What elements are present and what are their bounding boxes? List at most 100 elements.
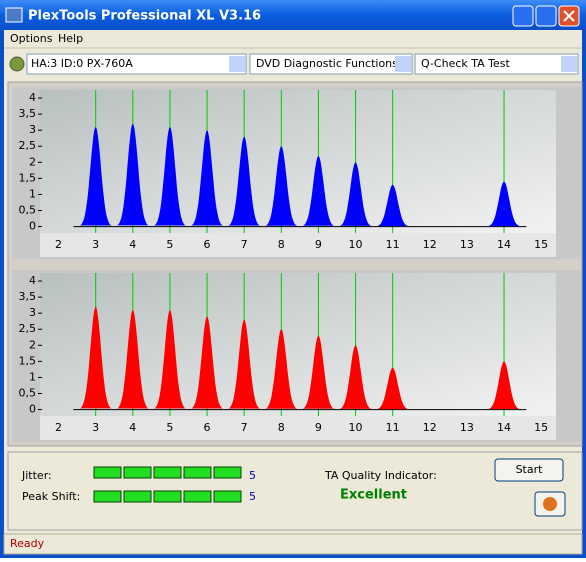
menu-item[interactable]: Help xyxy=(58,32,83,45)
x-tick-label: 13 xyxy=(460,238,474,251)
peak-shift-value: 5 xyxy=(249,490,256,503)
test-select[interactable] xyxy=(414,53,579,75)
y-tick-label: 2 xyxy=(29,155,36,168)
y-tick-label: 0,5 xyxy=(19,204,37,217)
x-tick-label: 12 xyxy=(423,421,437,434)
peak xyxy=(80,127,112,226)
jitter-value: 5 xyxy=(249,469,256,482)
peak xyxy=(154,127,186,226)
plot-area xyxy=(40,90,556,233)
meter-segment xyxy=(213,490,242,503)
peak xyxy=(377,367,409,410)
x-tick-label: 8 xyxy=(278,421,285,434)
peak xyxy=(265,329,297,409)
peak xyxy=(191,316,223,409)
peak xyxy=(488,181,520,227)
peak-shift-label: Peak Shift: xyxy=(22,490,80,503)
maximize-button[interactable] xyxy=(535,5,557,27)
menu-item[interactable]: Options xyxy=(10,32,53,45)
y-tick-label: 2,5 xyxy=(19,139,37,152)
y-tick-label: 0 xyxy=(29,403,36,416)
x-tick-label: 3 xyxy=(92,421,99,434)
minimize-button[interactable] xyxy=(512,5,534,27)
peak xyxy=(302,155,334,226)
peak xyxy=(302,335,334,409)
y-tick-label: 1 xyxy=(29,370,36,383)
x-tick-label: 14 xyxy=(497,238,511,251)
x-tick-label: 2 xyxy=(55,238,62,251)
peak xyxy=(228,136,260,226)
y-tick-label: 1,5 xyxy=(19,171,37,184)
jitter-label: Jitter: xyxy=(21,469,52,482)
dropdown-arrow[interactable] xyxy=(395,56,411,72)
y-tick-label: 2 xyxy=(29,338,36,351)
status-text: Ready xyxy=(10,537,45,550)
drive-select[interactable] xyxy=(26,53,247,75)
peak xyxy=(488,361,520,409)
x-tick-label: 4 xyxy=(129,238,136,251)
peak xyxy=(339,162,372,226)
window-title: PlexTools Professional XL V3.16 xyxy=(28,9,261,24)
status-bar xyxy=(3,533,583,555)
drive-text: HA:3 ID:0 PX-760A xyxy=(31,57,133,70)
y-tick-label: 3,5 xyxy=(19,290,37,303)
x-tick-label: 13 xyxy=(460,421,474,434)
peak xyxy=(80,306,112,409)
meter-segment xyxy=(93,466,122,479)
x-tick-label: 14 xyxy=(497,421,511,434)
x-tick-label: 2 xyxy=(55,421,62,434)
x-tick-label: 8 xyxy=(278,238,285,251)
meter-segment xyxy=(123,490,152,503)
x-tick-label: 11 xyxy=(386,421,400,434)
result-group xyxy=(7,451,583,531)
meter-segment xyxy=(213,466,242,479)
peak xyxy=(191,130,223,226)
y-tick-label: 3 xyxy=(29,306,36,319)
meter-segment xyxy=(153,466,182,479)
x-tick-label: 7 xyxy=(241,238,248,251)
drive-icon xyxy=(9,56,25,72)
quality-result: Excellent xyxy=(340,488,407,503)
start-label: Start xyxy=(516,463,544,476)
x-tick-label: 7 xyxy=(241,421,248,434)
peak xyxy=(154,310,186,409)
start-button[interactable] xyxy=(494,458,564,482)
x-tick-label: 12 xyxy=(423,238,437,251)
y-tick-label: 3,5 xyxy=(19,107,37,120)
info-icon xyxy=(543,497,557,511)
y-tick-label: 3 xyxy=(29,123,36,136)
x-tick-label: 15 xyxy=(534,238,548,251)
x-axis-strip xyxy=(40,416,556,440)
peak xyxy=(117,310,149,409)
title-bar xyxy=(0,0,586,30)
x-tick-label: 9 xyxy=(315,421,322,434)
peak xyxy=(265,146,297,226)
x-tick-label: 3 xyxy=(92,238,99,251)
dropdown-arrow[interactable] xyxy=(229,56,245,72)
function-select[interactable] xyxy=(249,53,413,75)
y-tick-label: 4 xyxy=(29,274,36,287)
x-tick-label: 9 xyxy=(315,238,322,251)
app-icon xyxy=(5,7,23,23)
x-tick-label: 15 xyxy=(534,421,548,434)
peak xyxy=(339,345,372,409)
x-tick-label: 5 xyxy=(166,238,173,251)
meter-segment xyxy=(183,466,212,479)
y-tick-label: 0,5 xyxy=(19,387,37,400)
x-tick-label: 10 xyxy=(349,238,363,251)
test-text: Q-Check TA Test xyxy=(421,57,511,70)
x-tick-label: 11 xyxy=(386,238,400,251)
meter-segment xyxy=(123,466,152,479)
y-tick-label: 1,5 xyxy=(19,354,37,367)
peak xyxy=(377,184,409,227)
peak xyxy=(228,319,260,409)
x-tick-label: 4 xyxy=(129,421,136,434)
meter-segment xyxy=(183,490,212,503)
dropdown-arrow[interactable] xyxy=(561,56,577,72)
plot-area xyxy=(40,273,556,416)
y-tick-label: 0 xyxy=(29,220,36,233)
function-text: DVD Diagnostic Functions xyxy=(256,57,398,70)
x-tick-label: 5 xyxy=(166,421,173,434)
y-tick-label: 4 xyxy=(29,91,36,104)
